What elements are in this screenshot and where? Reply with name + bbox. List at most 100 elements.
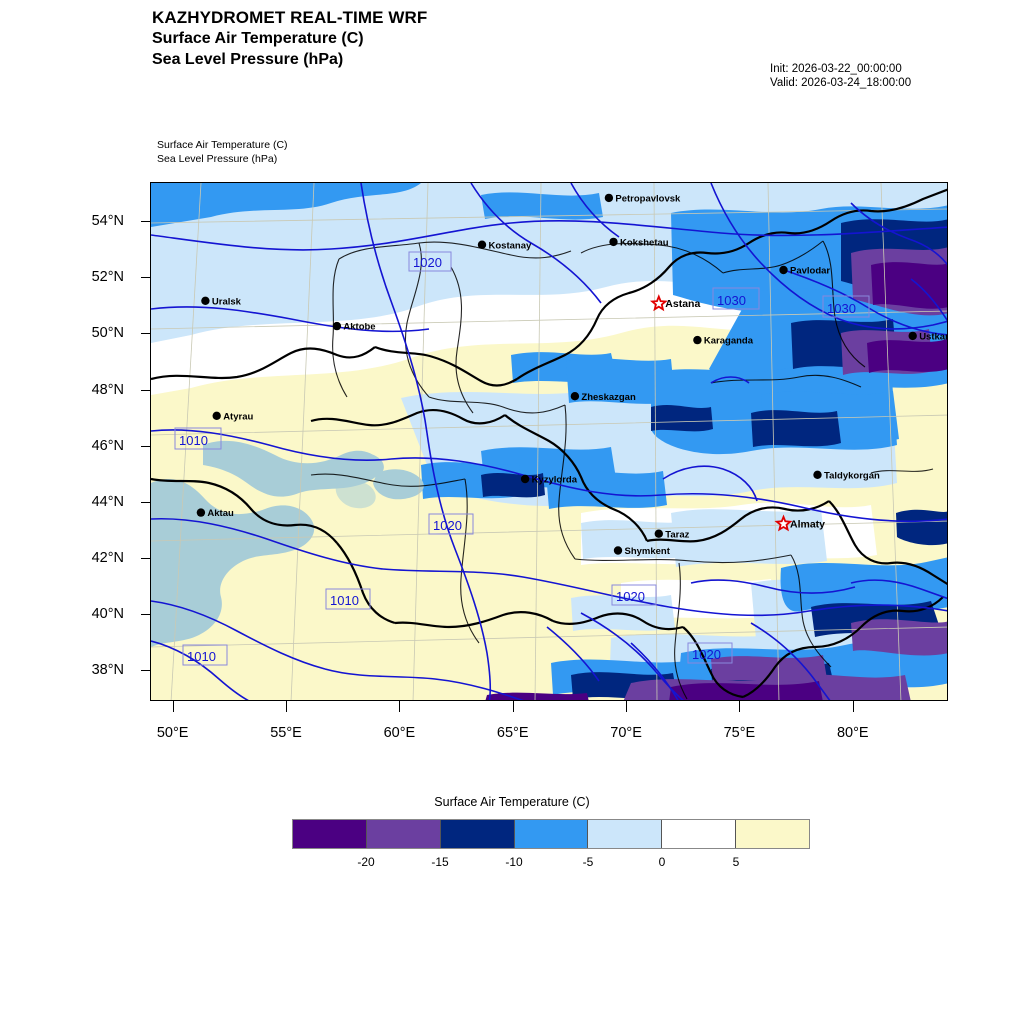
contour-label: 1020	[687, 642, 733, 664]
colorbar-tick-label: 0	[658, 855, 666, 869]
latitude-tick-label: 54°N	[91, 213, 124, 230]
contour-label: 1010	[325, 588, 371, 610]
city-dot-icon	[613, 546, 623, 555]
colorbar-tick-label: -10	[505, 855, 523, 869]
colorbar-ticks: -20 -15 -10 -5 0 5	[292, 855, 810, 877]
contour-label: 1010	[182, 644, 228, 666]
province-borders	[310, 240, 934, 700]
latitude-tick-mark	[141, 557, 150, 559]
colorbar-segment	[588, 820, 663, 848]
city-marker: Taldykorgan	[813, 470, 880, 481]
city-dot-icon	[520, 474, 530, 484]
city-marker: Ustkamenogorsk	[908, 331, 948, 343]
colorbar-segment	[662, 820, 737, 848]
svg-text:1010: 1010	[179, 433, 208, 448]
city-marker: Kyzylorda	[520, 474, 578, 486]
longitude-tick-mark	[399, 701, 401, 712]
contour-label: 1020	[611, 584, 657, 606]
plot-caption-line-1: Surface Air Temperature (C)	[157, 139, 288, 151]
svg-text:1010: 1010	[187, 649, 216, 664]
latitude-tick-label: 44°N	[91, 493, 124, 510]
colorbar-segments	[292, 819, 810, 849]
latitude-tick-label: 38°N	[91, 662, 124, 679]
city-marker: Pavlodar	[779, 266, 830, 277]
city-label: Zheskazgan	[581, 392, 636, 403]
colorbar-tick-label: 5	[732, 855, 740, 869]
city-dot-icon	[570, 392, 580, 401]
colorbar-segment	[293, 820, 367, 848]
city-label: Kokshetau	[620, 238, 669, 249]
capital-star-icon	[774, 514, 793, 532]
model-run-info: Init: 2026-03-22_00:00:00 Valid: 2026-03…	[770, 63, 1010, 90]
city-label: Almaty	[790, 519, 825, 531]
city-label: Aktobe	[343, 322, 375, 333]
weather-map: 1020 1030 1030 1010	[151, 183, 948, 700]
svg-text:1020: 1020	[413, 255, 442, 270]
aral-sea	[335, 480, 376, 509]
latitude-axis: 38°N 40°N 42°N 44°N 46°N 48°N 50°N 52°N 54°N	[0, 182, 1024, 701]
longitude-tick-label: 50°E	[156, 725, 189, 741]
plot-caption-line-2: Sea Level Pressure (hPa)	[157, 153, 278, 165]
latitude-tick-mark	[141, 389, 150, 391]
city-marker: Uralsk	[201, 296, 242, 307]
pressure-contours	[151, 183, 947, 700]
svg-text:1020: 1020	[433, 518, 462, 533]
valid-time-label: Valid: 2026-03-24_18:00:00	[770, 76, 912, 89]
city-marker: Taraz	[654, 529, 690, 540]
latitude-tick-label: 52°N	[91, 269, 124, 286]
latitude-tick-label: 48°N	[91, 381, 124, 398]
longitude-tick-label: 65°E	[496, 725, 529, 741]
city-dot-icon	[477, 240, 487, 249]
city-dot-icon	[654, 529, 663, 538]
svg-text:1020: 1020	[692, 647, 721, 662]
city-label: Ustkamenogorsk	[919, 332, 948, 343]
city-marker: Aktau	[196, 508, 234, 519]
plot-caption: Surface Air Temperature (C) Sea Level Pr…	[157, 138, 288, 166]
latitude-tick-mark	[141, 614, 150, 616]
colorbar-segment	[736, 820, 810, 848]
longitude-tick-mark	[739, 701, 741, 712]
city-label: Shymkent	[625, 546, 671, 557]
city-marker: Karaganda	[693, 336, 754, 347]
city-label: Petropavlovsk	[615, 194, 681, 205]
capital-star-icon	[649, 294, 668, 312]
subtitle-line-2: Sea Level Pressure (hPa)	[152, 51, 344, 68]
latitude-tick-label: 42°N	[91, 549, 124, 566]
longitude-tick-mark	[626, 701, 628, 712]
city-label: Astana	[665, 298, 700, 310]
city-dot-icon	[813, 470, 822, 479]
city-marker: Kokshetau	[609, 238, 669, 249]
colorbar[interactable]	[292, 819, 810, 849]
init-time-label: Init: 2026-03-22_00:00:00	[770, 63, 902, 75]
city-marker: Atyrau	[212, 411, 253, 422]
city-dot-icon	[693, 335, 702, 345]
longitude-tick-label: 70°E	[610, 725, 642, 741]
city-label: Kostanay	[489, 240, 532, 251]
map-frame: 1020 1030 1030 1010	[150, 182, 948, 701]
city-marker: Petropavlovsk	[604, 193, 681, 205]
longitude-tick-label: 60°E	[383, 725, 416, 741]
city-dot-icon	[908, 331, 917, 341]
longitude-tick-mark	[852, 701, 854, 712]
map-panel[interactable]: 1020 1030 1030 1010	[150, 182, 948, 701]
pressure-contour-labels: 1020 1030 1030 1010	[174, 251, 870, 666]
longitude-tick-label: 55°E	[270, 725, 302, 741]
colorbar-segment	[366, 820, 441, 848]
latitude-tick-label: 40°N	[91, 606, 124, 623]
city-dot-icon	[604, 193, 614, 203]
svg-text:1010: 1010	[330, 593, 359, 608]
contour-label: 1030	[712, 287, 760, 310]
colorbar-title: Surface Air Temperature (C)	[434, 795, 590, 809]
city-label: Taldykorgan	[824, 470, 880, 481]
city-label: Pavlodar	[790, 266, 830, 277]
city-marker: Almaty	[774, 514, 825, 532]
city-label: Kyzylorda	[532, 475, 578, 486]
colorbar-segment	[440, 820, 515, 848]
city-marker: Zheskazgan	[570, 392, 636, 403]
latitude-tick-mark	[141, 501, 150, 503]
colorbar-tick-label: -15	[431, 855, 449, 869]
subtitle-line-1: Surface Air Temperature (C)	[152, 30, 364, 47]
latitude-tick-label: 46°N	[91, 437, 124, 454]
latitude-tick-mark	[141, 333, 150, 335]
latitude-tick-mark	[141, 277, 150, 279]
